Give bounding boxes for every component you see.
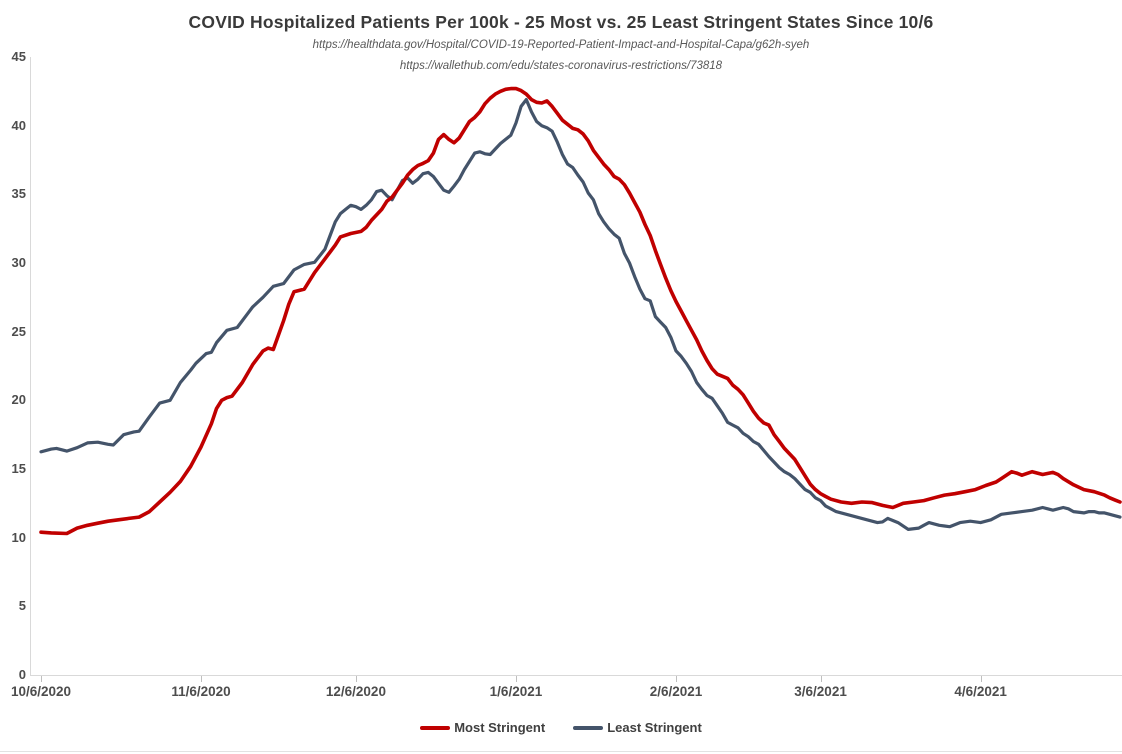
y-axis-tick-label: 35 [11,186,26,202]
y-axis-tick-label: 25 [11,323,26,339]
x-axis-tick-label: 1/6/2021 [489,684,543,699]
y-axis-tick-label: 15 [11,461,26,476]
x-axis-tick-label: 2/6/2021 [649,684,703,699]
legend-item-most-stringent: Most Stringent [420,720,545,735]
legend-line-swatch-least-stringent [573,725,604,730]
y-axis-tick-label: 5 [18,598,26,614]
y-axis-tick-label: 20 [11,392,26,408]
bottom-divider [0,751,1122,752]
x-axis-tick-label: 10/6/2020 [10,684,72,699]
legend-line-swatch-most-stringent [420,725,451,730]
chart-legend: Most Stringent Least Stringent [0,720,1122,735]
chart-title: COVID Hospitalized Patients Per 100k - 2… [188,12,934,32]
x-axis-tick-label: 4/6/2021 [954,684,1007,699]
x-axis-tick-label: 11/6/2020 [171,684,231,699]
y-axis-tick-label: 0 [18,667,26,682]
series-line-most-stringent [39,86,1122,536]
x-axis-tick-label: 3/6/2021 [794,684,847,699]
chart-subtitle-source-2: https://wallethub.com/edu/states-coronav… [399,60,723,72]
y-axis-tick-label: 30 [11,255,26,270]
legend-item-least-stringent: Least Stringent [573,720,702,735]
legend-label: Most Stringent [454,720,546,735]
y-axis-tick-label: 40 [11,117,26,133]
series-line-least-stringent [39,97,1122,532]
x-axis-tick-label: 12/6/2020 [325,684,386,699]
y-axis-tick-label: 45 [11,49,26,64]
y-axis-tick-label: 10 [11,529,26,545]
chart-subtitle-source-1: https://healthdata.gov/Hospital/COVID-19… [312,39,810,51]
legend-label: Least Stringent [607,720,702,735]
